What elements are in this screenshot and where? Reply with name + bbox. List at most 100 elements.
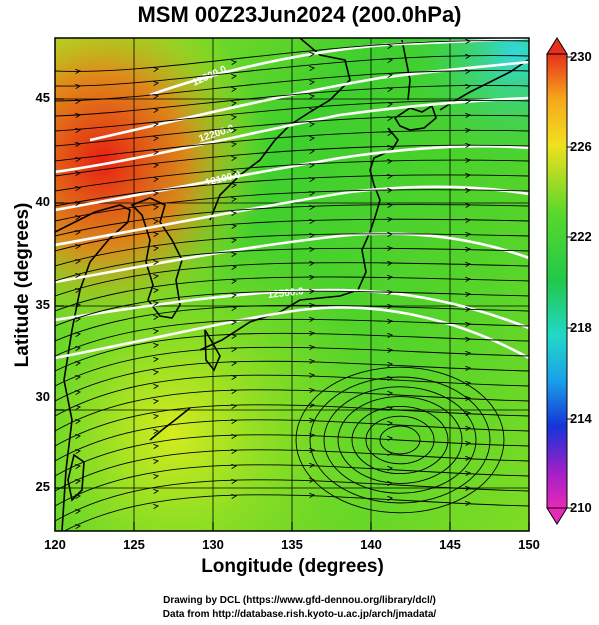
wind-arrowhead	[309, 107, 316, 113]
wind-arrowhead	[153, 287, 160, 293]
y-tick-label: 25	[35, 479, 50, 494]
contour-label: 12500.0	[267, 286, 305, 301]
wind-arrowhead	[465, 38, 472, 44]
streamline	[55, 159, 529, 192]
wind-arrowhead	[309, 190, 316, 196]
streamline	[55, 304, 529, 342]
wind-arrowhead	[153, 107, 160, 113]
wind-arrowhead	[231, 114, 238, 120]
credit-drawing: Drawing by DCL (https://www.gfd-dennou.o…	[163, 595, 436, 606]
wind-arrowhead	[231, 305, 238, 311]
wind-arrowhead	[387, 361, 394, 367]
wind-arrowhead	[231, 86, 238, 92]
wind-arrowhead	[465, 187, 472, 193]
wind-arrowhead	[231, 278, 238, 284]
wind-arrowhead	[153, 398, 160, 404]
wind-arrowhead	[387, 420, 394, 426]
wind-arrowhead	[153, 314, 160, 320]
wind-arrowhead	[465, 246, 472, 252]
wind-arrowhead	[153, 356, 160, 362]
wind-arrowhead	[465, 112, 472, 118]
wind-arrowhead	[75, 331, 82, 337]
wind-arrowhead	[231, 388, 238, 394]
wind-arrowhead	[231, 59, 238, 65]
wind-arrowhead	[465, 127, 472, 133]
x-tick-label: 150	[518, 537, 540, 552]
coast-hokkaido	[393, 104, 437, 131]
wind-arrowhead	[75, 258, 82, 264]
wind-arrowhead	[387, 390, 394, 396]
wind-arrowhead	[387, 435, 394, 441]
wind-arrowhead	[309, 93, 316, 99]
map-title: MSM 00Z23Jun2024 (200.0hPa)	[137, 2, 462, 27]
wind-arrowhead	[153, 259, 160, 265]
wind-arrowhead	[75, 68, 82, 74]
x-tick-label: 120	[44, 537, 66, 552]
wind-arrowhead	[231, 182, 238, 188]
x-axis-label: Longitude (degrees)	[201, 556, 384, 577]
wind-arrowhead	[309, 402, 316, 408]
contour-line	[55, 288, 529, 330]
wind-arrowhead	[465, 455, 472, 461]
wind-arrowhead	[309, 218, 316, 224]
wind-arrowhead	[153, 413, 160, 419]
wind-arrowhead	[153, 369, 160, 375]
wind-arrowhead	[231, 346, 238, 352]
wind-arrowhead	[465, 365, 472, 371]
coast-sakhalin	[401, 39, 411, 101]
wind-arrowhead	[75, 389, 82, 395]
wind-arrowhead	[309, 372, 316, 378]
wind-arrowhead	[387, 495, 394, 501]
wind-arrowhead	[309, 274, 316, 280]
wind-arrowhead	[153, 273, 160, 279]
wind-arrowhead	[153, 328, 160, 334]
streamline-swirl	[295, 366, 505, 514]
wind-arrowhead	[465, 53, 472, 59]
wind-arrowhead	[75, 214, 82, 220]
wind-arrowhead	[387, 202, 394, 208]
streamline	[55, 318, 529, 357]
streamline	[55, 233, 529, 267]
wind-arrowhead	[387, 158, 394, 164]
streamline	[55, 204, 529, 237]
wind-arrowhead	[75, 360, 82, 366]
wind-arrowhead	[231, 223, 238, 229]
wind-arrowhead	[387, 101, 394, 107]
colorbar-max-arrow	[546, 37, 568, 55]
contour-line	[55, 144, 529, 212]
wind-arrowhead	[465, 98, 472, 104]
streamline	[55, 174, 529, 207]
wind-arrowhead	[465, 202, 472, 208]
wind-arrowhead	[309, 79, 316, 85]
grid-lines	[55, 38, 529, 531]
wind-arrowhead	[465, 68, 472, 74]
wind-arrowhead	[75, 243, 82, 249]
wind-arrowhead	[309, 477, 316, 483]
wind-arrowhead	[75, 229, 82, 235]
wind-arrowhead	[75, 448, 82, 454]
wind-arrowhead	[309, 65, 316, 71]
x-tick-label: 145	[439, 537, 461, 552]
wind-arrowhead	[231, 433, 238, 439]
wind-arrowhead	[387, 375, 394, 381]
wind-arrowhead	[309, 232, 316, 238]
wind-arrowhead	[465, 172, 472, 178]
wind-arrowhead	[231, 493, 238, 499]
contour-line	[55, 96, 529, 174]
streamline	[55, 419, 529, 462]
field-layer: 12300.0 12200.0 12100.0 12500.0	[55, 38, 529, 531]
streamline	[55, 434, 529, 477]
wind-arrowhead	[309, 148, 316, 154]
wind-arrowhead	[231, 264, 238, 270]
wind-arrowhead	[387, 347, 394, 353]
wind-arrowhead	[153, 162, 160, 168]
wind-arrowhead	[75, 287, 82, 293]
wind-arrowhead	[465, 336, 472, 342]
wind-arrowhead	[75, 272, 82, 278]
streamline	[55, 114, 529, 147]
wind-arrowhead	[153, 93, 160, 99]
wind-arrowhead	[231, 141, 238, 147]
wind-arrowhead	[231, 448, 238, 454]
wind-arrowhead	[309, 162, 316, 168]
wind-arrowhead	[75, 463, 82, 469]
